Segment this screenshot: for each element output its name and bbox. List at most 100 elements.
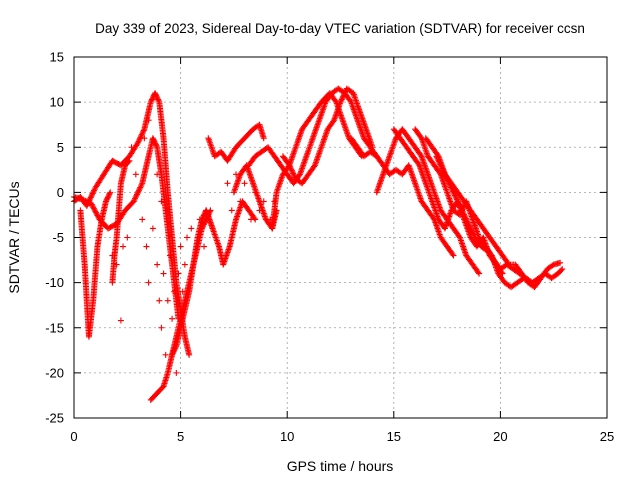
chart-title: Day 339 of 2023, Sidereal Day-to-day VTE…: [95, 21, 585, 36]
data-point: [93, 209, 100, 216]
data-point: [155, 96, 162, 103]
data-point: [434, 154, 441, 161]
data-point: [138, 181, 145, 188]
data-point: [440, 168, 447, 175]
data-point: [172, 345, 179, 352]
data-point: [181, 261, 188, 268]
data-point: [558, 267, 565, 274]
data-point: [256, 207, 263, 214]
data-point: [137, 183, 144, 190]
series-arc-3: [77, 189, 114, 340]
data-point: [138, 131, 145, 138]
data-point: [106, 191, 113, 198]
data-point: [175, 270, 182, 277]
data-point: [199, 215, 206, 222]
x-axis-label: GPS time / hours: [287, 458, 394, 474]
data-point: [151, 139, 158, 146]
data-point: [139, 130, 146, 137]
data-point: [155, 97, 162, 104]
data-point: [438, 164, 445, 171]
data-point: [173, 369, 180, 376]
data-point: [89, 190, 96, 197]
data-point: [456, 202, 463, 209]
data-point: [338, 96, 345, 103]
data-point: [443, 173, 450, 180]
data-point: [130, 198, 137, 205]
data-point: [79, 196, 86, 203]
data-point: [88, 193, 95, 200]
data-point: [470, 231, 477, 238]
data-point: [435, 158, 442, 165]
data-point: [140, 128, 147, 135]
data-point: [340, 93, 347, 100]
data-point: [452, 193, 459, 200]
data-point: [451, 191, 458, 198]
data-point: [467, 226, 474, 233]
data-point: [337, 99, 344, 106]
data-point: [166, 252, 173, 259]
data-point: [90, 189, 97, 196]
data-point: [113, 261, 120, 268]
data-point: [103, 197, 110, 204]
data-point: [465, 220, 472, 227]
y-tick-label: -20: [45, 365, 64, 380]
data-point: [454, 197, 461, 204]
data-point: [437, 161, 444, 168]
x-tick-label: 5: [177, 429, 184, 444]
data-point: [464, 218, 471, 225]
data-point: [152, 140, 159, 147]
series-arc-9: [230, 162, 280, 232]
grid: [74, 57, 607, 418]
tick-labels: 0 5 10 15 20 25 15 10 5 0 -5 -10 -15 -20 -25: [45, 50, 614, 445]
data-point: [476, 270, 483, 277]
data-point: [83, 198, 90, 205]
data-point: [252, 189, 259, 196]
data-point: [85, 199, 92, 206]
data-point: [457, 204, 464, 211]
data-point: [435, 157, 442, 164]
data-point: [135, 138, 142, 145]
data-point: [439, 166, 446, 173]
x-tick-label: 10: [280, 429, 294, 444]
data-point: [437, 162, 444, 169]
data-point: [169, 315, 176, 322]
data-point: [126, 157, 133, 164]
data-point: [171, 288, 178, 295]
data-point: [94, 212, 101, 219]
data-point: [128, 144, 135, 151]
data-point: [196, 216, 203, 223]
data-point: [88, 201, 95, 208]
data-point: [132, 195, 139, 202]
data-point: [153, 93, 160, 100]
data-point: [154, 171, 161, 178]
series-arc-18: [433, 153, 566, 286]
data-point: [152, 90, 159, 97]
x-tick-label: 25: [600, 429, 614, 444]
data-point: [241, 180, 248, 187]
data-point: [260, 135, 267, 142]
data-point: [442, 172, 449, 179]
data-point: [549, 262, 556, 269]
data-point: [154, 95, 161, 102]
data-point: [475, 269, 482, 276]
data-point: [455, 200, 462, 207]
data-point: [464, 219, 471, 226]
data-point: [200, 212, 207, 219]
data-point: [460, 211, 467, 218]
data-point: [156, 297, 163, 304]
data-point: [136, 137, 143, 144]
data-point: [237, 198, 244, 205]
data-point: [457, 203, 464, 210]
data-point: [233, 171, 240, 178]
data-point: [145, 279, 152, 286]
data-point: [441, 170, 448, 177]
data-point: [148, 96, 155, 103]
data-point: [92, 208, 99, 215]
data-point: [289, 169, 296, 176]
data-point: [150, 136, 157, 143]
data-point: [138, 132, 145, 139]
data-point: [417, 151, 424, 158]
data-point: [120, 243, 127, 250]
data-point: [450, 188, 457, 195]
